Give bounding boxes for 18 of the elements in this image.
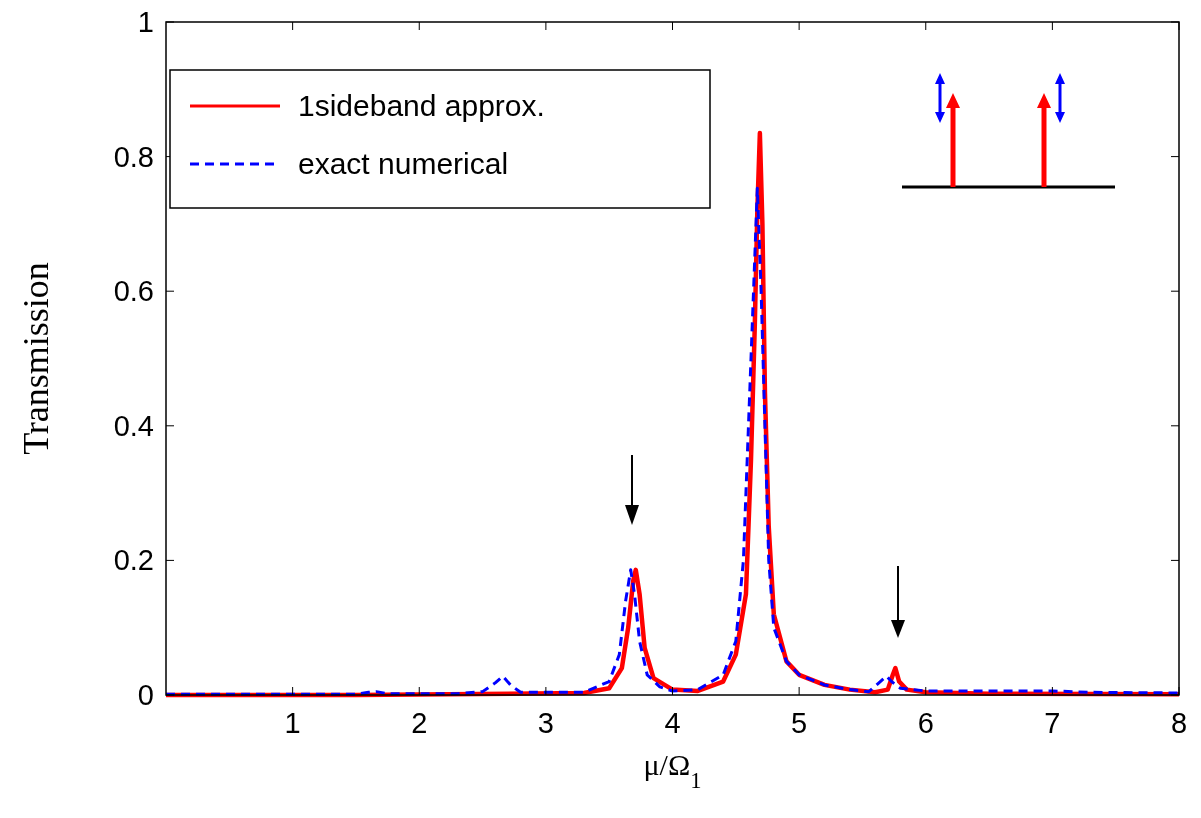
x-axis-title: μ/Ω$_{1}$ [643, 748, 702, 793]
x-tick-label: 2 [411, 707, 428, 739]
y-tick-label: 1 [137, 6, 154, 38]
x-tick-label: 4 [664, 707, 681, 739]
x-tick-label: 5 [791, 707, 808, 739]
y-tick-label: 0.6 [113, 275, 154, 308]
x-tick-label: 8 [1170, 707, 1188, 739]
x-tick-label: 1 [284, 707, 301, 739]
x-tick-label: 3 [537, 707, 554, 739]
y-tick-label: 0.8 [113, 140, 154, 173]
legend-label: exact numerical [298, 147, 509, 180]
y-tick-label: 0.2 [113, 544, 154, 577]
y-tick-label: 0.4 [113, 409, 154, 442]
legend-label: 1sideband approx. [298, 89, 545, 122]
x-tick-label: 7 [1044, 707, 1061, 739]
x-tick-label: 6 [917, 707, 934, 739]
y-tick-label: 0 [137, 679, 154, 711]
y-axis-title: Transmission [16, 262, 56, 455]
